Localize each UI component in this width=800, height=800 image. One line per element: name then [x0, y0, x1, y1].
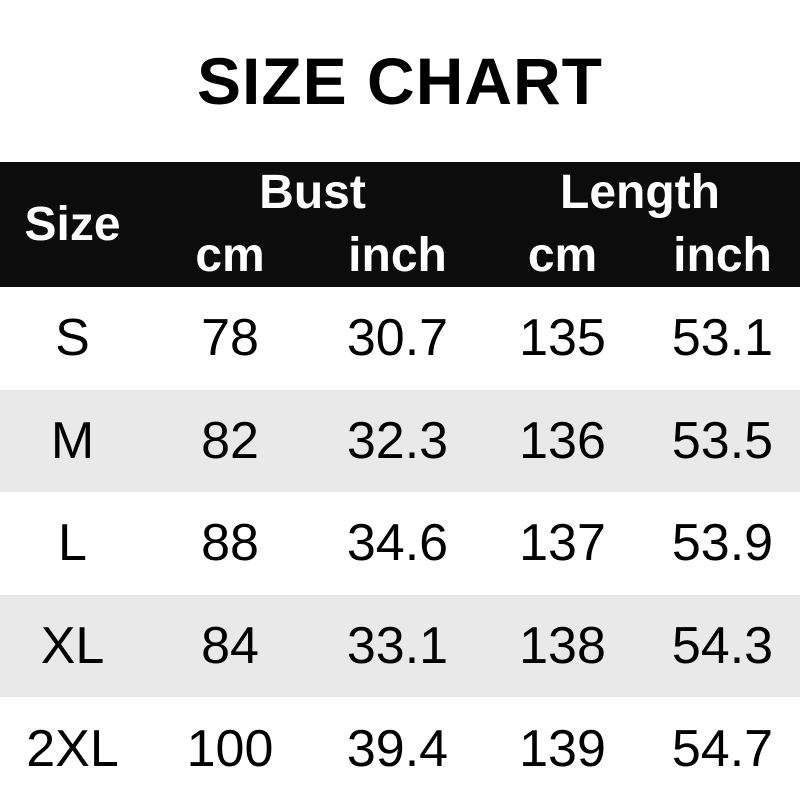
cell-size: 2XL: [26, 719, 119, 778]
cell-length-inch: 54.7: [671, 719, 774, 778]
cell-bust-inch: 33.1: [346, 617, 449, 676]
header-length: Length: [560, 166, 720, 220]
cell-size: M: [50, 411, 95, 470]
cell-length-cm: 136: [519, 411, 606, 470]
header-bust-cm: cm: [195, 228, 265, 282]
cell-size: L: [58, 514, 87, 573]
cell-length-cm: 135: [519, 309, 606, 368]
cell-length-inch: 53.9: [671, 514, 774, 573]
table-body: S 78 30.7 135 53.1 M 82 32.3 136 53.5 L …: [0, 287, 800, 800]
page-title: SIZE CHART: [197, 44, 603, 118]
cell-length-cm: 137: [519, 514, 606, 573]
cell-length-cm: 138: [519, 617, 606, 676]
cell-bust-inch: 32.3: [346, 411, 449, 470]
cell-bust-inch: 34.6: [346, 514, 449, 573]
cell-length-inch: 53.5: [671, 411, 774, 470]
header-bust-inch: inch: [348, 228, 447, 282]
cell-size: XL: [40, 617, 105, 676]
header-length-inch: inch: [673, 228, 772, 282]
table-row-m: M 82 32.3 136 53.5: [0, 389, 800, 493]
table-row-s: S 78 30.7 135 53.1: [0, 287, 800, 390]
header-size: Size: [24, 197, 121, 251]
size-table: Size Bust Length cm inch cm inch S 78 30…: [0, 162, 800, 800]
cell-length-cm: 139: [519, 719, 606, 778]
table-row-xl: XL 84 33.1 138 54.3: [0, 594, 800, 698]
cell-bust-inch: 30.7: [346, 309, 449, 368]
cell-bust-cm: 84: [201, 617, 259, 676]
cell-bust-cm: 82: [201, 411, 259, 470]
cell-bust-cm: 100: [186, 719, 274, 778]
table-row-l: L 88 34.6 137 53.9: [0, 492, 800, 595]
header-bust: Bust: [259, 166, 366, 220]
cell-length-inch: 53.1: [671, 309, 774, 368]
table-row-2xl: 2XL 100 39.4 139 54.7: [0, 697, 800, 800]
cell-bust-cm: 88: [201, 514, 259, 573]
table-header: Size Bust Length cm inch cm inch: [0, 162, 800, 287]
cell-bust-inch: 39.4: [346, 719, 449, 778]
cell-bust-cm: 78: [201, 309, 259, 368]
title-area: SIZE CHART: [0, 0, 800, 162]
cell-size: S: [55, 309, 90, 368]
header-length-cm: cm: [527, 228, 598, 282]
cell-length-inch: 54.3: [671, 617, 774, 676]
